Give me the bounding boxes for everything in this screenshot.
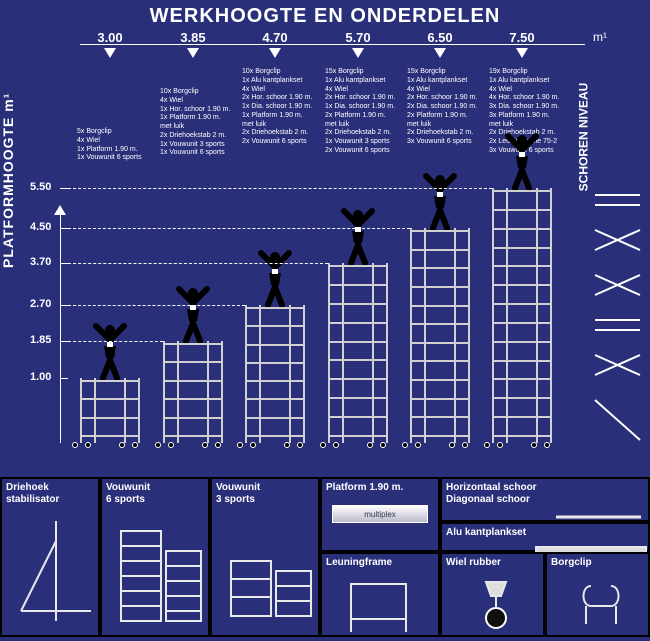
platform-icon: multiplex <box>322 505 438 523</box>
braces-icon <box>590 185 645 445</box>
legend-box: Borgclip <box>545 552 650 637</box>
legend-label: Borgclip <box>547 554 648 572</box>
column-label: 7.50 <box>509 30 534 45</box>
legend-label: Platform 1.90 m. <box>322 479 438 497</box>
dash-line <box>68 188 492 189</box>
legend-label: Vouwunit3 sports <box>212 479 318 509</box>
ladder-icon <box>492 188 552 443</box>
down-arrow-icon <box>434 48 446 58</box>
y-tick: 2.70 <box>30 298 51 310</box>
y-tick: 1.85 <box>30 334 51 346</box>
legend-box: Wiel rubber <box>440 552 545 637</box>
dash-line <box>68 305 245 306</box>
spec-list: 10x Borgclip4x Wiel1x Hor. schoor 1.90 m… <box>160 88 230 158</box>
triangle-icon <box>2 509 98 638</box>
legend-label: Driehoekstabilisator <box>2 479 98 509</box>
legend-label: Alu kantplankset <box>442 524 648 542</box>
legend-label: Leuningframe <box>322 554 438 572</box>
brace-stack <box>590 185 640 450</box>
legend-box: Vouwunit6 sports <box>100 477 210 637</box>
y-tick: 5.50 <box>30 181 51 193</box>
dash-line <box>68 263 328 264</box>
legend-box: Driehoekstabilisator <box>0 477 100 637</box>
down-arrow-icon <box>516 48 528 58</box>
spec-list: 15x Borgclip1x Alu kantplankset4x Wiel2x… <box>407 68 477 147</box>
spec-list: 5x Borgclip4x Wiel1x Platform 1.90 m.1x … <box>77 128 142 163</box>
wheel-icon <box>442 572 543 639</box>
vouw6-icon <box>102 509 208 638</box>
dash-line <box>68 341 163 342</box>
legend-label: Vouwunit6 sports <box>102 479 208 509</box>
legend-box: Horizontaal schoorDiagonaal schoor <box>440 477 650 522</box>
legend-box: Leuningframe <box>320 552 440 637</box>
legend-box: Alu kantplankset <box>440 522 650 552</box>
legend: DriehoekstabilisatorVouwunit6 sportsVouw… <box>0 477 650 637</box>
page-title: WERKHOOGTE EN ONDERDELEN <box>0 0 650 28</box>
legend-box: Platform 1.90 m. multiplex <box>320 477 440 552</box>
top-row: 3.00 3.85 4.70 5.70 6.50 7.50 <box>80 30 640 58</box>
person-icon <box>90 322 130 385</box>
legend-label: Horizontaal schoorDiagonaal schoor <box>442 479 648 509</box>
ladder-icon <box>163 341 223 443</box>
legend-label: Wiel rubber <box>442 554 543 572</box>
y-tick: 1.00 <box>30 371 51 383</box>
person-icon <box>420 172 460 235</box>
column-label: 3.00 <box>97 30 122 45</box>
ladder-icon <box>80 378 140 443</box>
person-icon <box>173 285 213 348</box>
schoren-label: SCHOREN NIVEAU <box>577 83 591 192</box>
column-label: 4.70 <box>262 30 287 45</box>
y-tick: 3.70 <box>30 256 51 268</box>
dash-line <box>68 228 410 229</box>
ladder-icon <box>328 263 388 443</box>
down-arrow-icon <box>269 48 281 58</box>
ladder-icon <box>245 305 305 443</box>
down-arrow-icon <box>352 48 364 58</box>
spec-list: 10x Borgclip1x Alu kantplankset4x Wiel2x… <box>242 68 312 147</box>
spec-list: 15x Borgclip1x Alu kantplankset4x Wiel2x… <box>325 68 395 156</box>
column-label: 6.50 <box>427 30 452 45</box>
y-tick: 4.50 <box>30 221 51 233</box>
leuning-icon <box>322 572 438 641</box>
down-arrow-icon <box>187 48 199 58</box>
legend-box: Vouwunit3 sports <box>210 477 320 637</box>
top-unit: m¹ <box>593 30 607 44</box>
person-icon <box>502 132 542 195</box>
y-axis-arrow <box>54 205 66 215</box>
column-label: 3.85 <box>180 30 205 45</box>
person-icon <box>255 249 295 312</box>
person-icon <box>338 207 378 270</box>
ladder-icon <box>410 228 470 443</box>
y-axis-label: PLATFORMHOOGTE m¹ <box>0 93 16 268</box>
column-label: 5.70 <box>345 30 370 45</box>
down-arrow-icon <box>104 48 116 58</box>
vouw3-icon <box>212 509 318 638</box>
clip-icon <box>547 572 648 639</box>
y-axis-line <box>60 208 61 443</box>
